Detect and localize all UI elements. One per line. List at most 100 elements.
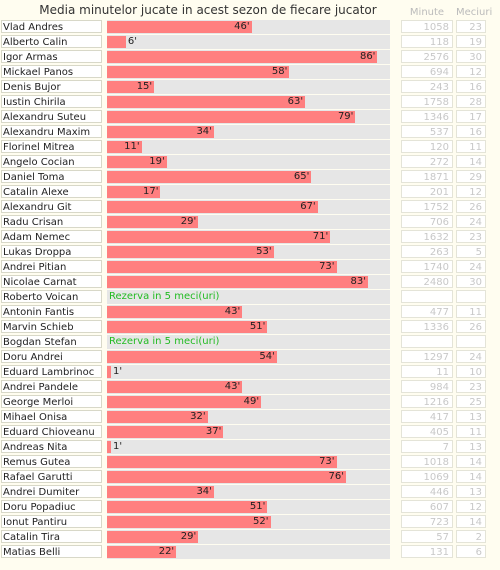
bar-track: Rezerva in 5 meci(uri) bbox=[107, 335, 390, 349]
player-name: Doru Andrei bbox=[1, 350, 102, 363]
bar-track: 34' bbox=[107, 125, 390, 139]
player-name: Catalin Alexe bbox=[1, 185, 102, 198]
player-name: Florinel Mitrea bbox=[1, 140, 102, 153]
bar-value-label: 67' bbox=[300, 201, 316, 212]
matches-cell: 17 bbox=[456, 110, 486, 123]
bar-value-label: 52' bbox=[253, 516, 269, 527]
bar-value-label: 86' bbox=[359, 51, 376, 62]
minutes-cell: 11 bbox=[401, 365, 453, 378]
player-row: Mickael Panos 58' 694 12 bbox=[0, 65, 500, 79]
bar-track: 37' bbox=[107, 425, 390, 439]
bar-value-label: 76' bbox=[328, 471, 344, 482]
matches-cell bbox=[456, 335, 486, 348]
bar-value-label: 73' bbox=[319, 456, 335, 467]
bar-value-label: 54' bbox=[259, 351, 275, 362]
player-name: Adam Nemec bbox=[1, 230, 102, 243]
minutes-cell: 1336 bbox=[401, 320, 453, 333]
minutes-cell: 984 bbox=[401, 380, 453, 393]
minutes-bar bbox=[107, 201, 318, 213]
bar-track: 43' bbox=[107, 380, 390, 394]
matches-cell: 24 bbox=[456, 215, 486, 228]
minutes-bar bbox=[107, 126, 214, 138]
bar-value-label: 65' bbox=[293, 171, 310, 182]
player-row: Andrei Pitian 73' 1740 24 bbox=[0, 260, 500, 274]
minutes-column-header: Minute bbox=[409, 7, 445, 18]
matches-cell: 23 bbox=[456, 230, 486, 243]
bar-track: 86' bbox=[107, 50, 390, 64]
player-name: Bogdan Stefan bbox=[1, 335, 102, 348]
minutes-bar bbox=[107, 396, 262, 408]
minutes-bar bbox=[107, 351, 277, 363]
player-row: Andrei Pandele 43' 984 23 bbox=[0, 380, 500, 394]
minutes-cell: 1752 bbox=[401, 200, 453, 213]
player-row: Radu Crisan 29' 706 24 bbox=[0, 215, 500, 229]
bar-track: 43' bbox=[107, 305, 390, 319]
player-row: Daniel Toma 65' 1871 29 bbox=[0, 170, 500, 184]
minutes-bar bbox=[107, 441, 111, 453]
matches-cell: 29 bbox=[456, 170, 486, 183]
player-row: Lukas Droppa 53' 263 5 bbox=[0, 245, 500, 259]
minutes-bar bbox=[107, 216, 199, 228]
player-name: Eduard Lambrinoc bbox=[1, 365, 102, 378]
player-row: Alexandru Suteu 79' 1346 17 bbox=[0, 110, 500, 124]
bar-track: 32' bbox=[107, 410, 390, 424]
player-name: Vlad Andres bbox=[1, 20, 102, 33]
minutes-bar bbox=[107, 366, 111, 378]
minutes-bar bbox=[107, 531, 199, 543]
bar-track: 29' bbox=[107, 530, 390, 544]
bar-track: 15' bbox=[107, 80, 390, 94]
minutes-bar bbox=[107, 501, 268, 513]
minutes-bar bbox=[107, 321, 268, 333]
minutes-cell: 723 bbox=[401, 515, 453, 528]
minutes-bar bbox=[107, 171, 312, 183]
minutes-cell: 477 bbox=[401, 305, 453, 318]
player-name: Andrei Pitian bbox=[1, 260, 102, 273]
bar-value-label: 51' bbox=[249, 501, 266, 512]
minutes-bar bbox=[107, 186, 161, 198]
player-name: Alexandru Maxim bbox=[1, 125, 102, 138]
player-name: Alexandru Git bbox=[1, 200, 102, 213]
player-row: Iustin Chirila 63' 1758 28 bbox=[0, 95, 500, 109]
player-row: Catalin Alexe 17' 201 12 bbox=[0, 185, 500, 199]
bar-value-label: 32' bbox=[190, 411, 206, 422]
matches-cell: 14 bbox=[456, 155, 486, 168]
player-row: Doru Andrei 54' 1297 24 bbox=[0, 350, 500, 364]
player-name: Matias Belli bbox=[1, 545, 102, 558]
bar-track: 49' bbox=[107, 395, 390, 409]
player-row: Doru Popadiuc 51' 607 12 bbox=[0, 500, 500, 514]
minutes-cell: 118 bbox=[401, 35, 453, 48]
bar-value-label: 53' bbox=[256, 246, 272, 257]
bar-value-label: 63' bbox=[287, 96, 304, 107]
minutes-bar bbox=[107, 81, 155, 93]
minutes-cell: 1632 bbox=[401, 230, 453, 243]
minutes-bar bbox=[107, 516, 271, 528]
reserve-note: Rezerva in 5 meci(uri) bbox=[109, 291, 220, 302]
bar-track: 52' bbox=[107, 515, 390, 529]
minutes-cell: 1018 bbox=[401, 455, 453, 468]
player-row: Matias Belli 22' 131 6 bbox=[0, 545, 500, 559]
matches-cell: 11 bbox=[456, 305, 486, 318]
matches-cell: 14 bbox=[456, 515, 486, 528]
matches-cell: 30 bbox=[456, 275, 486, 288]
bar-value-label: 43' bbox=[224, 306, 241, 317]
minutes-cell: 272 bbox=[401, 155, 453, 168]
minutes-cell bbox=[401, 290, 453, 303]
matches-cell: 12 bbox=[456, 65, 486, 78]
minutes-bar bbox=[107, 246, 274, 258]
minutes-bar bbox=[107, 156, 167, 168]
player-row: Andreas Nita 1' 7 13 bbox=[0, 440, 500, 454]
player-row: Adam Nemec 71' 1632 23 bbox=[0, 230, 500, 244]
bar-track: 63' bbox=[107, 95, 390, 109]
player-row: Eduard Chioveanu 37' 405 11 bbox=[0, 425, 500, 439]
bar-value-label: 46' bbox=[234, 21, 250, 32]
minutes-cell: 446 bbox=[401, 485, 453, 498]
bar-track: 54' bbox=[107, 350, 390, 364]
minutes-cell: 694 bbox=[401, 65, 453, 78]
player-row: Catalin Tira 29' 57 2 bbox=[0, 530, 500, 544]
bar-value-label: 34' bbox=[196, 126, 212, 137]
matches-cell: 23 bbox=[456, 380, 486, 393]
player-name: Andreas Nita bbox=[1, 440, 102, 453]
player-name: Lukas Droppa bbox=[1, 245, 102, 258]
minutes-cell: 7 bbox=[401, 440, 453, 453]
minutes-cell: 2480 bbox=[401, 275, 453, 288]
